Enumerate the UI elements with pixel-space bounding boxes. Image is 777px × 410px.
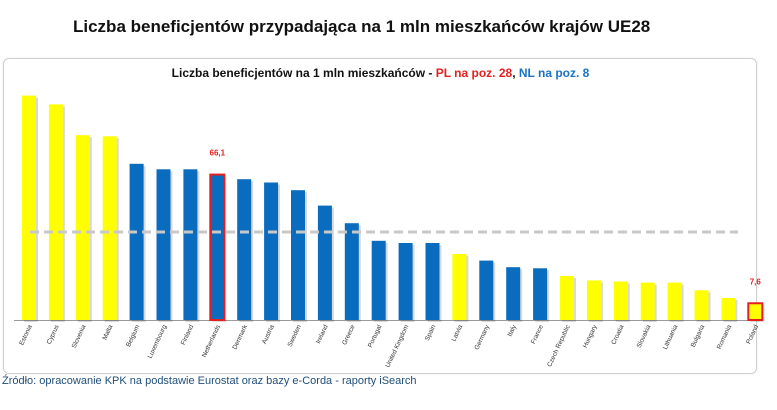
bar-slovakia [640, 282, 655, 320]
bar-estonia [22, 95, 36, 320]
bar-france [533, 268, 548, 320]
bar-malta [102, 136, 117, 320]
bar-united-kingdom [398, 243, 413, 320]
bar-greece [344, 223, 359, 320]
x-tick-label: Poland [745, 324, 760, 346]
x-tick-label: Malta [101, 324, 114, 342]
bar-finland [183, 169, 198, 320]
bar-belgium [129, 163, 144, 320]
bar-denmark [237, 179, 252, 320]
page-title: Liczba beneficjentów przypadająca na 1 m… [73, 17, 651, 36]
bar-germany [479, 260, 494, 320]
bar-romania [721, 298, 736, 320]
x-tick-label: United Kingdom [385, 324, 411, 369]
bar-austria [264, 182, 279, 320]
x-tick-label: Luxembourg [147, 324, 169, 360]
bar-bulgaria [694, 290, 709, 320]
x-tick-label: Czech Republic [546, 323, 572, 368]
x-tick-label: Romania [716, 324, 734, 351]
bar-czech-republic [560, 276, 574, 320]
subtitle-pl-position: PL na poz. 28 [435, 66, 513, 80]
bar-portugal [371, 240, 386, 320]
x-tick-label: Portugal [367, 323, 384, 348]
x-tick-label: Greece [341, 324, 357, 347]
subtitle-prefix: Liczba beneficjentów na 1 mln mieszkańcó… [171, 66, 436, 80]
x-tick-label: France [530, 324, 545, 346]
x-tick-label: Sweden [287, 324, 303, 349]
x-tick-label: Austria [261, 324, 276, 346]
x-tick-label: Germany [473, 323, 491, 351]
chart-frame [3, 58, 757, 374]
x-tick-label: Finland [180, 324, 196, 347]
bar-netherlands [209, 173, 226, 321]
x-tick-label: Netherlands [201, 323, 222, 358]
x-tick-label: Estonia [18, 324, 34, 347]
x-tick-label: Slovakia [636, 324, 653, 350]
bar-slovenia [75, 135, 90, 320]
x-tick-label: Belgium [125, 324, 141, 348]
x-tick-label: Bulgaria [690, 324, 707, 349]
subtitle-separator: , [512, 66, 519, 80]
data-label: 7,6 [750, 277, 762, 286]
data-label: 66,1 [210, 149, 226, 158]
x-tick-label: Slovenia [71, 324, 88, 350]
bar-italy [506, 267, 521, 320]
bar-hungary [586, 280, 601, 320]
x-tick-label: Croatia [610, 324, 625, 346]
source-note: Źródło: opracowanie KPK na podstawie Eur… [2, 375, 417, 387]
bar-poland [747, 302, 764, 321]
bar-lithuania [667, 282, 682, 320]
subtitle-nl-position: NL na poz. 8 [518, 66, 590, 80]
x-tick-label: Ireland [315, 324, 330, 345]
bar-cyprus [48, 104, 63, 321]
bar-ireland [317, 205, 332, 320]
bar-luxembourg [156, 169, 171, 320]
x-tick-label: Cyprus [46, 323, 61, 345]
bar-latvia [452, 254, 467, 320]
bar-sweden [291, 190, 305, 320]
x-tick-label: Denmark [232, 323, 250, 351]
bar-croatia [613, 281, 628, 320]
x-tick-label: Lithuania [662, 324, 680, 351]
bar-spain [425, 243, 440, 320]
x-tick-label: Hungary [582, 323, 599, 349]
x-tick-label: Latvia [451, 324, 465, 343]
chart-subtitle: Liczba beneficjentów na 1 mln mieszkańcó… [0, 66, 761, 80]
x-tick-label: Italy [507, 323, 519, 337]
x-tick-label: Spain [424, 324, 438, 342]
